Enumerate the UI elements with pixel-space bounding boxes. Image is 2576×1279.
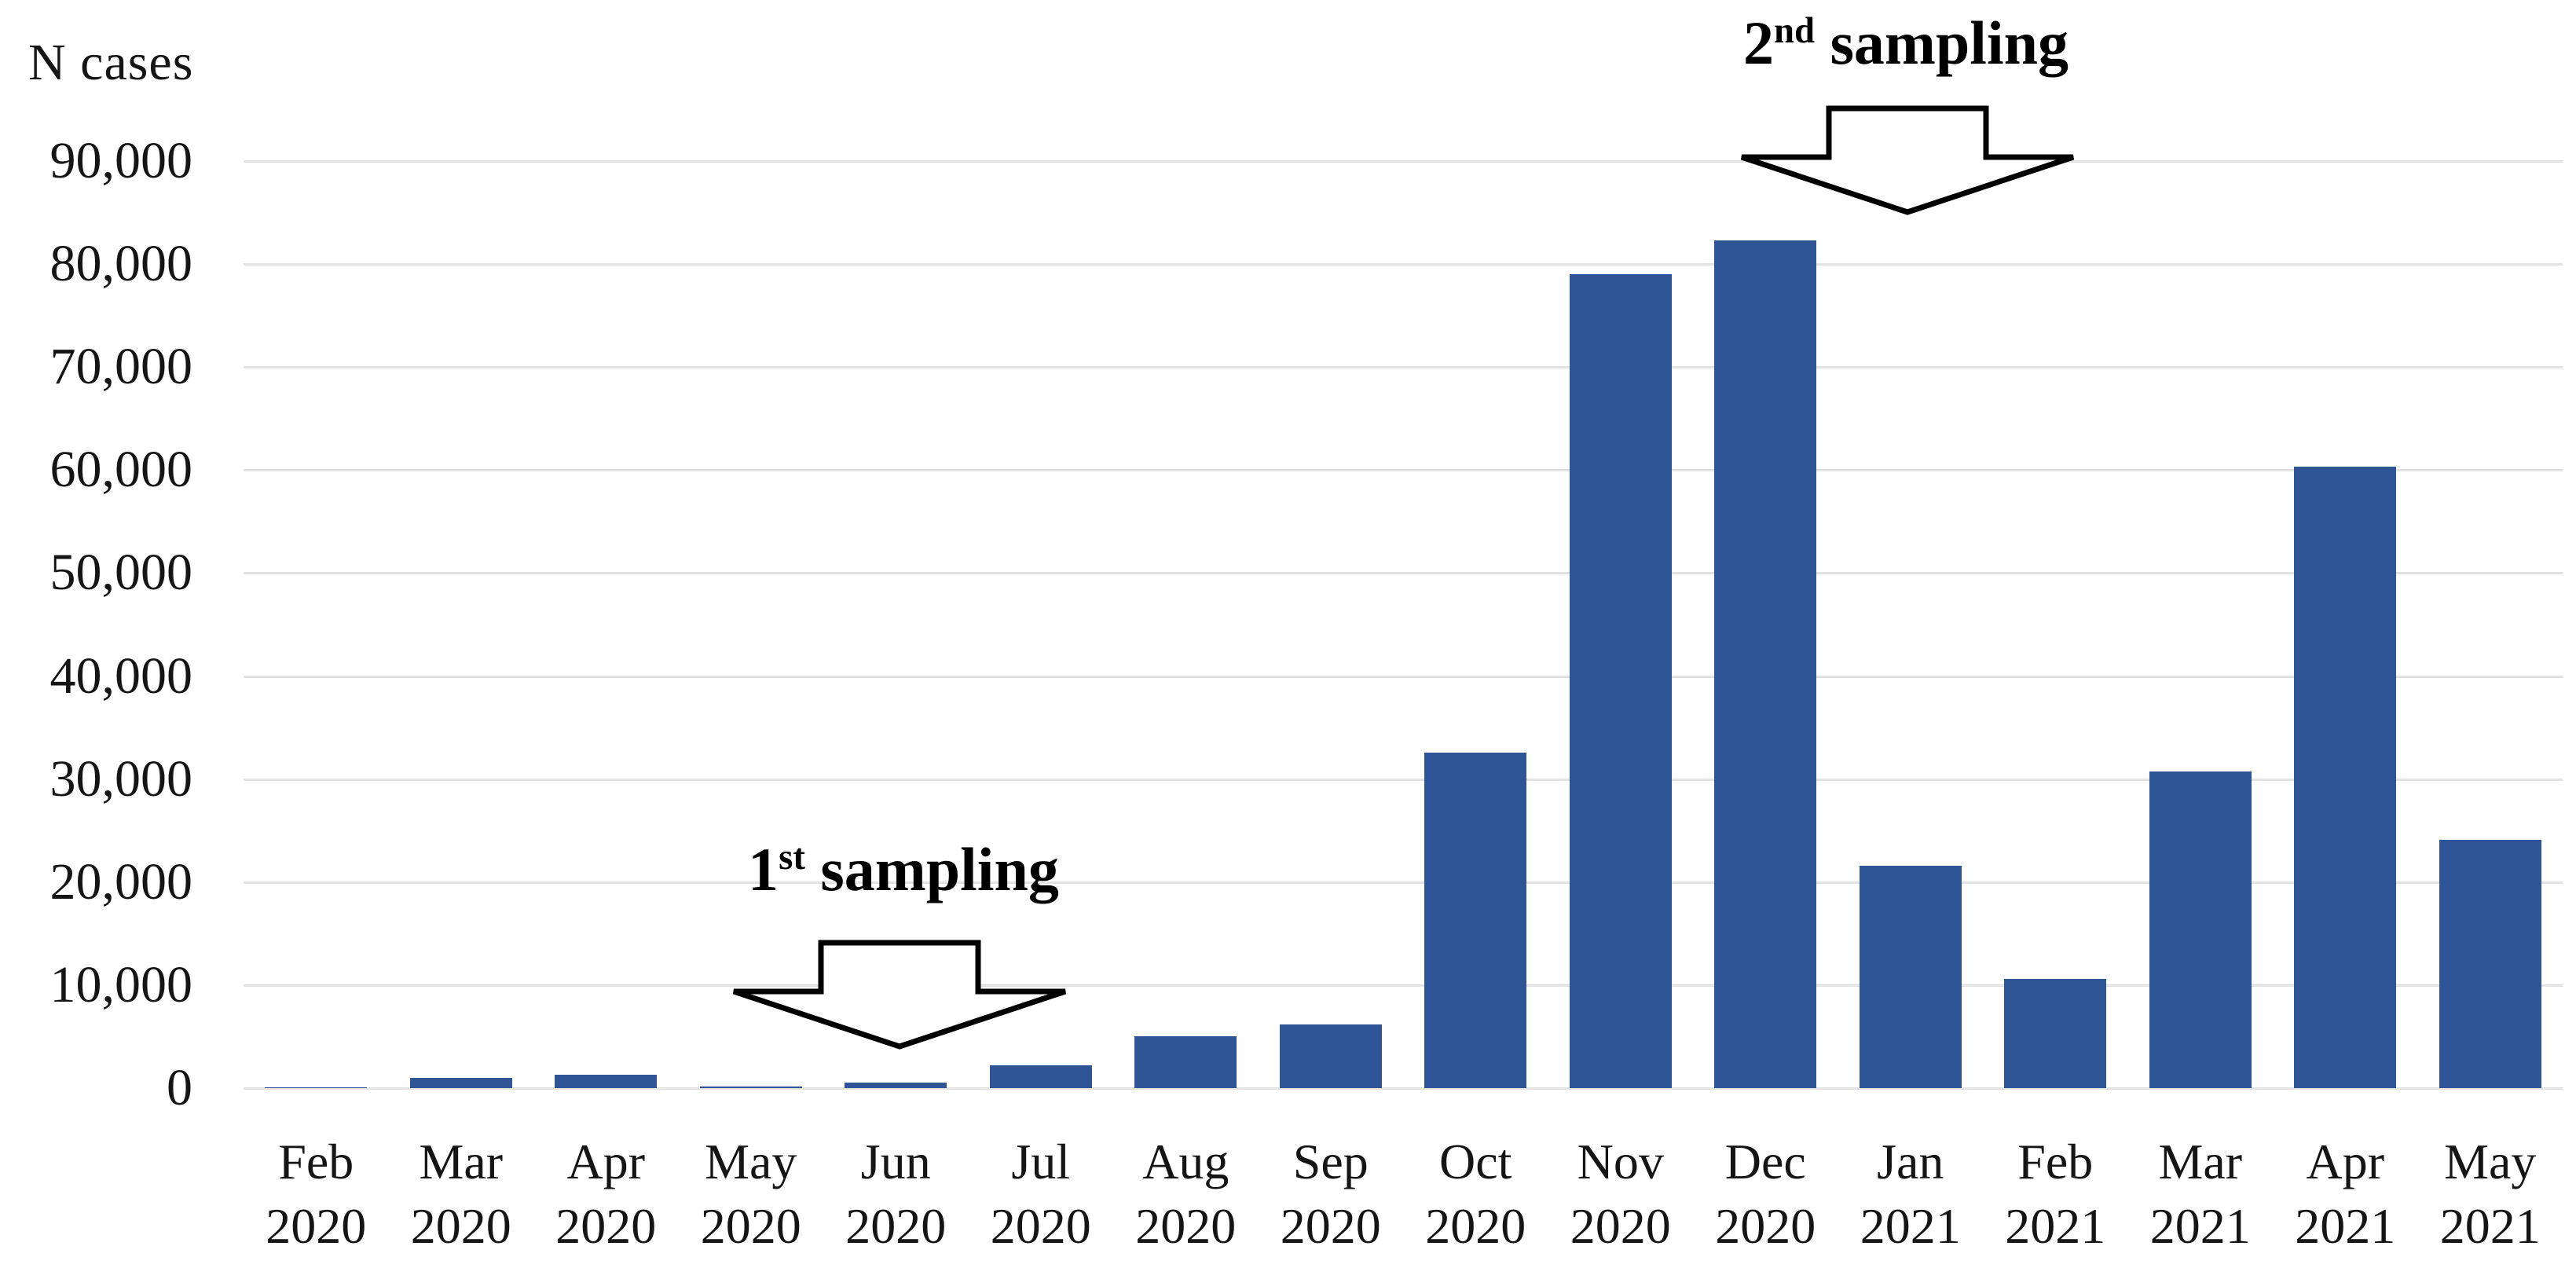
annotation-ordinal-number: 1 [748,835,779,903]
x-tick-month: Apr [566,1134,646,1189]
x-tick-month: Jan [1877,1134,1944,1189]
y-tick-label-50000: 50,000 [49,544,193,602]
x-tick-label-Mar-2020: Mar 2020 [411,1130,511,1259]
x-tick-month: Dec [1724,1134,1806,1189]
x-tick-year: 2020 [845,1198,947,1254]
x-tick-year: 2020 [410,1198,511,1254]
annotation-ordinal-suffix: nd [1774,10,1816,51]
bar-Jan-2021 [1860,866,1962,1088]
gridline-80000 [244,263,2563,266]
x-tick-month: Feb [278,1134,354,1189]
x-tick-label-Jun-2020: Jun 2020 [845,1130,946,1259]
down-arrow-icon [1740,105,2075,215]
bar-Nov-2020 [1570,274,1672,1088]
gridline-0 [244,1087,2563,1090]
gridline-20000 [244,881,2563,884]
x-tick-month: May [705,1134,797,1189]
x-tick-year: 2021 [2439,1198,2541,1254]
gridline-30000 [244,778,2563,781]
x-tick-year: 2021 [2149,1198,2251,1254]
annotation-first-sampling: 1st sampling [605,834,1202,905]
bar-May-2021 [2439,840,2541,1088]
x-tick-label-Feb-2021: Feb 2021 [2005,1130,2105,1259]
x-tick-year: 2020 [1425,1198,1526,1254]
x-tick-month: Jul [1011,1134,1071,1189]
bar-Aug-2020 [1134,1036,1237,1088]
bar-Sep-2020 [1280,1024,1382,1088]
x-tick-year: 2021 [1860,1198,1961,1254]
y-tick-label-30000: 30,000 [49,749,193,808]
x-tick-year: 2020 [990,1198,1091,1254]
gridline-70000 [244,366,2563,369]
annotation-second-sampling: 2nd sampling [1607,8,2204,79]
x-tick-label-Jan-2021: Jan 2021 [1860,1130,1961,1259]
bar-Mar-2020 [410,1078,512,1088]
x-tick-label-Jul-2020: Jul 2020 [991,1130,1091,1259]
gridline-40000 [244,675,2563,678]
y-tick-label-0: 0 [167,1059,192,1116]
x-tick-year: 2020 [700,1198,801,1254]
bar-Apr-2021 [2294,467,2396,1088]
x-tick-month: Nov [1577,1134,1664,1189]
bar-Jun-2020 [845,1083,947,1088]
x-tick-label-Apr-2021: Apr 2021 [2295,1130,2395,1259]
x-tick-label-Nov-2020: Nov 2020 [1570,1130,1671,1259]
x-tick-year: 2020 [555,1198,657,1254]
y-tick-label-10000: 10,000 [49,955,193,1013]
annotation-label-text: sampling [1815,9,2068,77]
x-tick-month: Mar [419,1134,504,1189]
gridline-60000 [244,469,2563,472]
bar-Apr-2020 [555,1075,657,1088]
gridline-10000 [244,984,2563,987]
bar-Dec-2020 [1714,240,1816,1088]
bar-Mar-2021 [2149,771,2252,1088]
bar-Jul-2020 [990,1065,1092,1088]
y-tick-label-20000: 20,000 [49,852,193,911]
x-tick-year: 2020 [1570,1198,1671,1254]
bar-Oct-2020 [1424,753,1526,1088]
x-tick-label-Dec-2020: Dec 2020 [1715,1130,1816,1259]
x-tick-month: Oct [1439,1134,1512,1189]
bar-Feb-2020 [265,1087,367,1088]
gridline-50000 [244,572,2563,575]
x-tick-label-Aug-2020: Aug 2020 [1135,1130,1236,1259]
y-tick-label-80000: 80,000 [49,235,193,293]
bar-Feb-2021 [2004,979,2106,1088]
x-tick-year: 2020 [1135,1198,1237,1254]
gridline-90000 [244,160,2563,163]
x-tick-month: Mar [2158,1134,2243,1189]
x-tick-label-Feb-2020: Feb 2020 [266,1130,366,1259]
x-tick-label-Mar-2021: Mar 2021 [2150,1130,2251,1259]
x-tick-month: Jun [860,1134,931,1189]
x-tick-month: Sep [1292,1134,1369,1189]
y-tick-label-90000: 90,000 [49,132,193,189]
bar-May-2020 [700,1087,802,1088]
down-arrow-icon [732,940,1067,1050]
x-tick-label-Oct-2020: Oct 2020 [1425,1130,1526,1259]
x-tick-label-Apr-2020: Apr 2020 [555,1130,656,1259]
y-axis-title: N cases [28,34,194,91]
x-tick-month: Aug [1142,1134,1229,1189]
annotation-label-text: sampling [804,835,1059,903]
y-tick-label-60000: 60,000 [49,441,193,499]
x-tick-month: Feb [2017,1134,2094,1189]
x-tick-year: 2021 [2295,1198,2396,1254]
x-tick-month: May [2444,1134,2537,1189]
y-tick-label-70000: 70,000 [49,338,193,396]
x-tick-year: 2020 [266,1198,367,1254]
annotation-ordinal-number: 2 [1743,9,1774,77]
x-tick-year: 2020 [1280,1198,1381,1254]
x-tick-label-May-2020: May 2020 [701,1130,801,1259]
annotation-ordinal-suffix: st [779,837,805,878]
y-tick-label-40000: 40,000 [49,647,193,705]
x-tick-year: 2020 [1715,1198,1816,1254]
x-tick-label-May-2021: May 2021 [2440,1130,2541,1259]
x-tick-year: 2021 [2005,1198,2106,1254]
x-tick-month: Apr [2306,1134,2385,1189]
x-tick-label-Sep-2020: Sep 2020 [1281,1130,1381,1259]
